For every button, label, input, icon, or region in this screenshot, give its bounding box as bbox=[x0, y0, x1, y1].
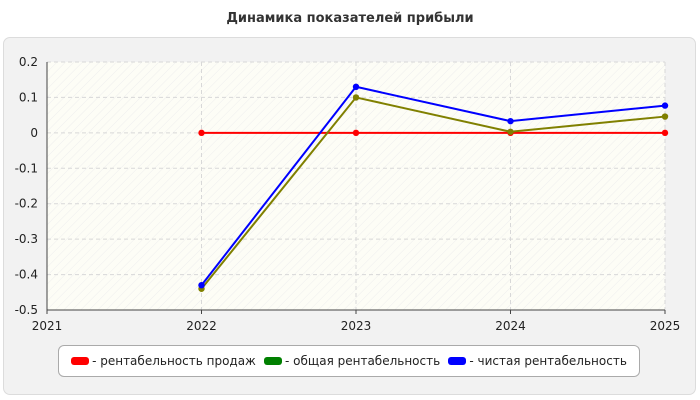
legend-item-total[interactable]: - общая рентабельность bbox=[264, 354, 440, 368]
x-tick-label: 2024 bbox=[495, 319, 526, 333]
data-point[interactable] bbox=[352, 94, 360, 101]
legend-label-total: - общая рентабельность bbox=[285, 354, 441, 368]
legend-item-sales[interactable]: - рентабельность продаж bbox=[71, 354, 256, 368]
legend: - рентабельность продаж - общая рентабел… bbox=[58, 345, 640, 377]
data-point[interactable] bbox=[507, 117, 514, 125]
x-tick-label: 2025 bbox=[650, 319, 681, 333]
y-tick-label: -0.5 bbox=[15, 303, 38, 317]
y-tick-label: -0.3 bbox=[15, 232, 38, 246]
data-point[interactable] bbox=[661, 102, 669, 109]
y-tick-label: -0.2 bbox=[15, 197, 38, 211]
x-tick-label: 2023 bbox=[341, 319, 372, 333]
data-point[interactable] bbox=[661, 129, 669, 137]
series-line-1 bbox=[200, 96, 666, 290]
data-point[interactable] bbox=[198, 282, 205, 289]
data-point[interactable] bbox=[661, 113, 669, 120]
legend-swatch-net bbox=[448, 357, 467, 365]
data-point[interactable] bbox=[198, 129, 205, 137]
y-tick-label: 0.2 bbox=[19, 55, 38, 69]
chart-title: Динамика показателей прибыли bbox=[226, 11, 474, 26]
y-tick-label: -0.1 bbox=[15, 161, 38, 175]
y-tick-label: -0.4 bbox=[15, 268, 38, 282]
x-tick-label: 2021 bbox=[32, 319, 63, 333]
legend-swatch-total bbox=[264, 357, 283, 365]
y-tick-label: 0.1 bbox=[19, 90, 38, 104]
legend-label-sales: - рентабельность продаж bbox=[92, 354, 256, 368]
legend-item-net[interactable]: - чистая рентабельность bbox=[448, 354, 627, 368]
series-line-2 bbox=[200, 85, 666, 286]
y-tick-label: 0 bbox=[30, 126, 38, 140]
data-point[interactable] bbox=[352, 129, 360, 137]
legend-label-net: - чистая рентабельность bbox=[469, 354, 627, 368]
legend-swatch-sales bbox=[71, 357, 90, 365]
x-tick-label: 2022 bbox=[186, 319, 217, 333]
data-point[interactable] bbox=[507, 128, 514, 135]
data-point[interactable] bbox=[352, 83, 360, 91]
